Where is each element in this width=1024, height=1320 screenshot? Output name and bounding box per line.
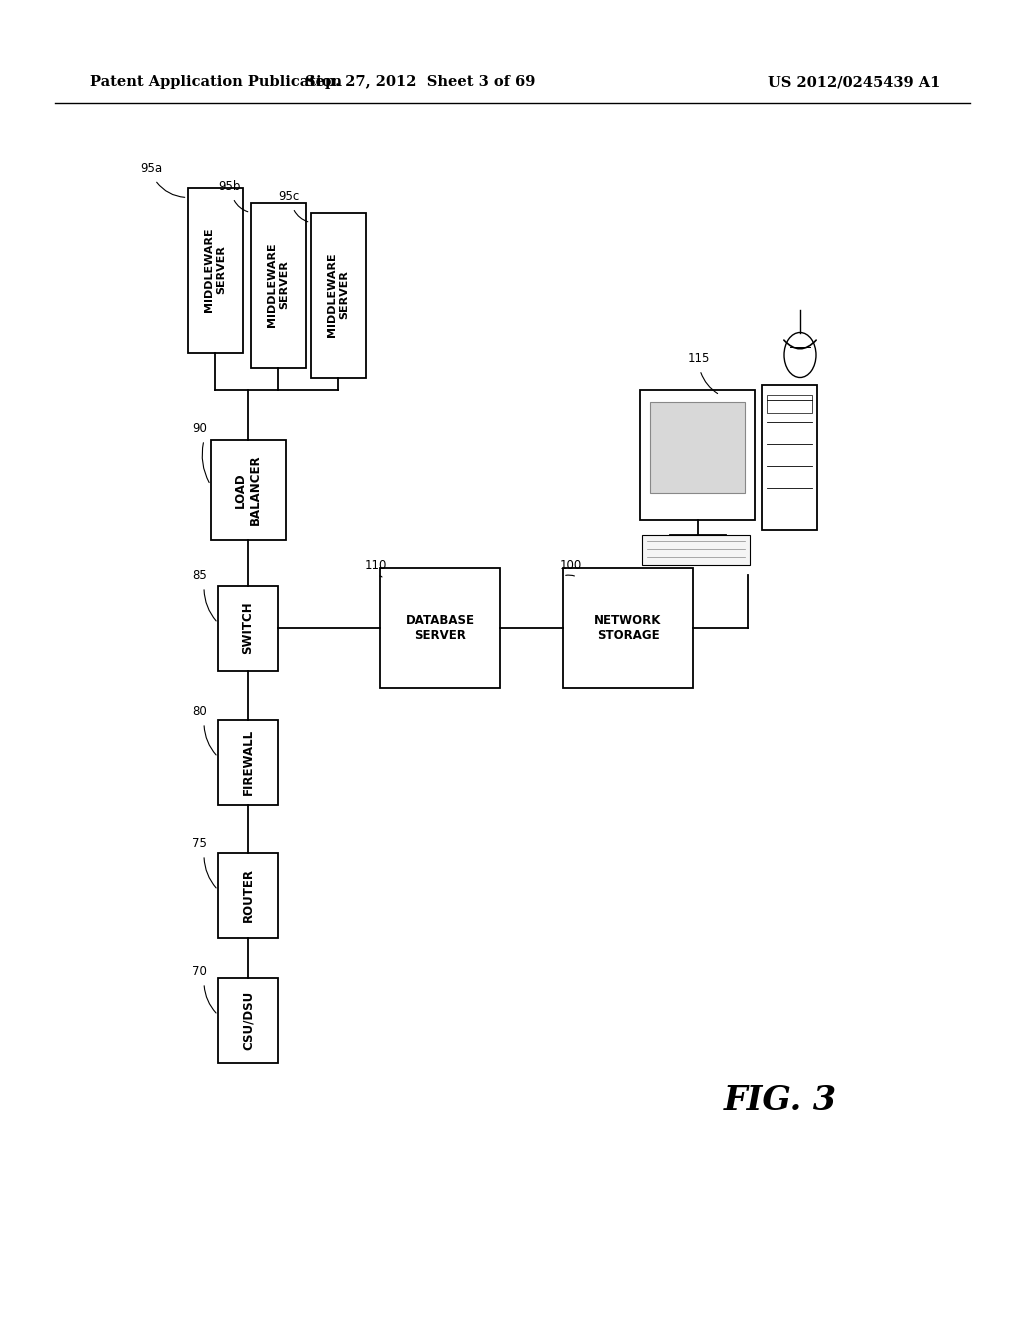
Bar <box>218 719 278 804</box>
Text: 70: 70 <box>193 965 207 978</box>
Text: MIDDLEWARE
SERVER: MIDDLEWARE SERVER <box>204 227 226 313</box>
Bar <box>640 389 755 520</box>
Text: ROUTER: ROUTER <box>242 869 255 921</box>
Text: SWITCH: SWITCH <box>242 602 255 655</box>
Ellipse shape <box>784 333 816 378</box>
Bar <box>642 535 750 565</box>
Bar <box>218 978 278 1063</box>
Text: Sep. 27, 2012  Sheet 3 of 69: Sep. 27, 2012 Sheet 3 of 69 <box>305 75 536 88</box>
Text: FIG. 3: FIG. 3 <box>723 1084 837 1117</box>
Text: 100: 100 <box>560 558 583 572</box>
Text: FIREWALL: FIREWALL <box>242 729 255 795</box>
Bar <box>187 187 243 352</box>
Text: 90: 90 <box>193 422 207 436</box>
Bar <box>762 385 817 531</box>
Text: 95a: 95a <box>140 162 162 176</box>
Bar <box>563 568 693 688</box>
Bar <box>310 213 366 378</box>
Text: LOAD
BALANCER: LOAD BALANCER <box>234 454 262 525</box>
Text: DATABASE
SERVER: DATABASE SERVER <box>406 614 474 642</box>
Bar <box>218 853 278 937</box>
Text: 95b: 95b <box>218 180 241 193</box>
Bar <box>251 202 305 367</box>
Text: US 2012/0245439 A1: US 2012/0245439 A1 <box>768 75 940 88</box>
Text: 80: 80 <box>193 705 207 718</box>
Bar <box>380 568 500 688</box>
Text: 75: 75 <box>193 837 207 850</box>
Bar <box>767 395 812 413</box>
Text: MIDDLEWARE
SERVER: MIDDLEWARE SERVER <box>267 243 289 327</box>
Text: MIDDLEWARE
SERVER: MIDDLEWARE SERVER <box>328 252 349 338</box>
Text: 95c: 95c <box>278 190 299 203</box>
Bar <box>650 403 745 492</box>
Bar <box>218 586 278 671</box>
Bar <box>211 440 286 540</box>
Text: 115: 115 <box>688 352 711 366</box>
Text: NETWORK
STORAGE: NETWORK STORAGE <box>594 614 662 642</box>
Text: 85: 85 <box>193 569 207 582</box>
Text: 110: 110 <box>365 558 387 572</box>
Text: Patent Application Publication: Patent Application Publication <box>90 75 342 88</box>
Text: CSU/DSU: CSU/DSU <box>242 990 255 1049</box>
